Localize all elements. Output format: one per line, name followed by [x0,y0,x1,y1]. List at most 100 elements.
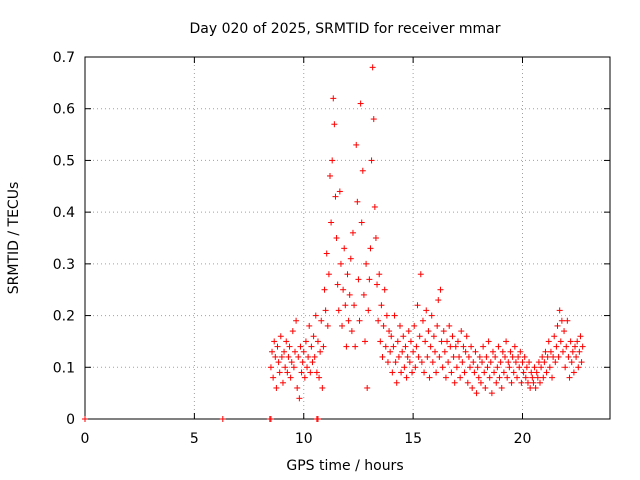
data-point [333,235,340,241]
data-point [384,359,391,366]
data-point [457,374,464,381]
data-point [401,364,408,371]
data-point [405,328,412,335]
data-point [558,317,565,324]
data-point [578,359,585,366]
data-point [547,348,554,355]
data-point [325,271,332,278]
data-point [316,374,323,381]
data-point [270,374,277,381]
data-point [449,333,456,340]
data-point [527,384,534,391]
data-point [465,353,472,360]
data-point [400,333,407,340]
data-point [293,317,300,324]
data-point [530,379,537,386]
data-point [429,359,436,366]
data-point [383,312,390,319]
data-point [336,188,343,195]
data-point [454,338,461,345]
data-point [331,121,338,128]
data-point [444,338,451,345]
data-point [306,322,313,329]
data-point [318,317,325,324]
data-point [528,369,535,376]
data-point [472,348,479,355]
data-point [390,343,397,350]
data-point [539,353,546,360]
data-point [392,359,399,366]
data-point [424,353,431,360]
data-point [541,359,548,366]
data-point [346,291,353,298]
data-point [355,276,362,283]
data-point [370,116,377,123]
data-point [494,364,501,371]
data-point [412,364,419,371]
data-point [460,343,467,350]
data-point [393,379,400,386]
data-point [453,364,460,371]
data-point [471,369,478,376]
data-point [572,343,578,350]
x-tick-label: 10 [295,431,313,447]
data-point [276,369,283,376]
data-point [402,343,409,350]
data-point [423,307,430,314]
data-point [503,338,510,345]
data-point [537,379,543,386]
data-point [538,364,545,371]
data-point [476,353,483,360]
data-point [563,343,570,350]
y-tick-label: 0.5 [53,153,75,169]
data-point [304,364,311,371]
data-point [500,369,507,376]
data-point [458,328,465,335]
data-point [278,353,285,360]
data-point [446,322,453,329]
data-point [309,359,316,366]
data-point [511,343,518,350]
data-point [421,369,428,376]
data-point [308,343,315,350]
data-point [515,353,522,360]
data-point [272,353,279,360]
data-point [360,291,367,298]
data-point [428,312,435,319]
data-point [403,374,410,381]
data-point [375,317,382,324]
data-point [267,416,274,422]
data-point [397,322,403,329]
data-point [517,348,524,355]
data-point [267,364,274,371]
data-point [532,384,539,391]
data-point [437,286,444,293]
y-tick-label: 0.7 [53,50,75,66]
data-point [549,374,556,381]
data-point [481,369,488,376]
data-point [551,333,558,340]
data-point [531,364,538,371]
data-point [477,379,484,386]
data-point [313,369,320,376]
data-point [281,348,288,355]
data-point [543,369,550,376]
data-point [307,369,314,376]
data-point [573,353,580,360]
data-point [554,322,561,329]
data-point [523,364,530,371]
data-point [311,353,318,360]
data-point [380,322,387,329]
data-point [483,353,490,360]
data-point [491,369,498,376]
data-point [285,353,292,360]
data-point [382,343,389,350]
data-point [557,338,564,345]
data-point [283,338,290,345]
data-point [544,353,551,360]
data-point [486,374,493,381]
plot-frame [84,56,611,420]
data-point [292,348,298,355]
data-point [364,384,371,391]
